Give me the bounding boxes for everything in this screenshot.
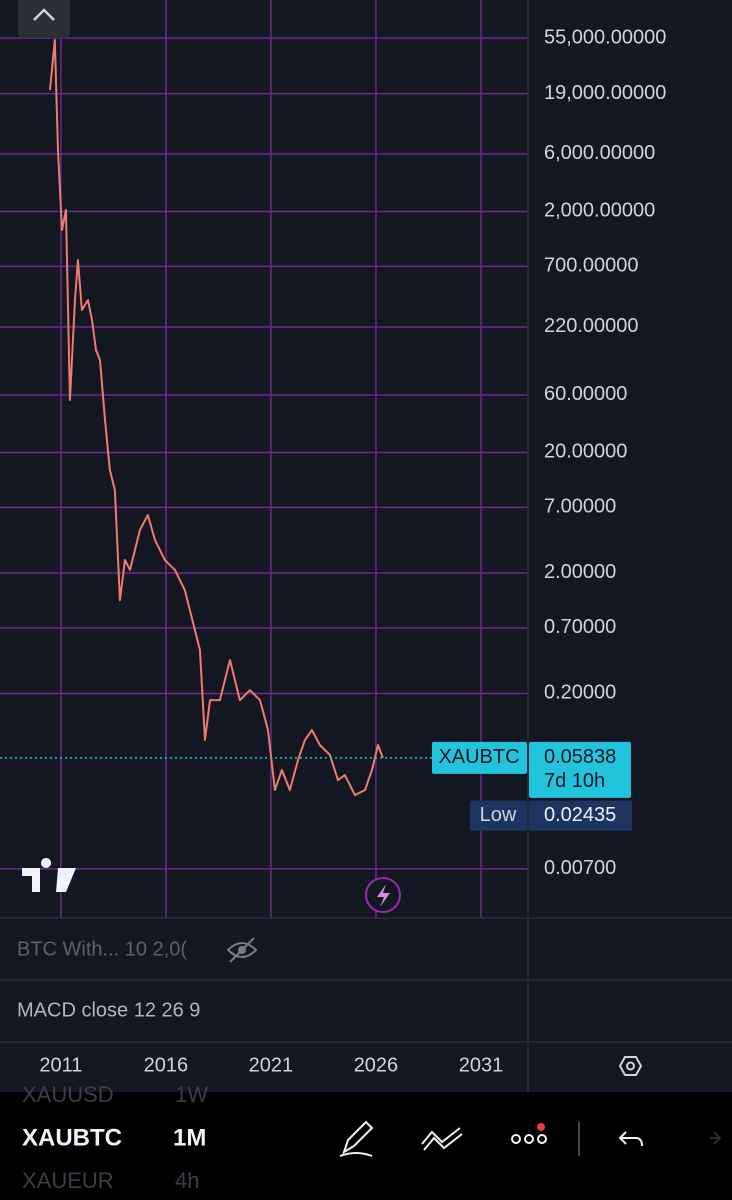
x-tick-label: 2026	[354, 1054, 399, 1076]
low-badge-label: Low	[480, 804, 517, 826]
y-tick-label: 2.00000	[544, 561, 616, 583]
logo-shape	[22, 858, 76, 892]
low-price-label: 0.02435	[544, 804, 616, 826]
last-price-badge	[529, 741, 631, 798]
y-tick-label: 0.00700	[544, 857, 616, 879]
button-bg[interactable]	[18, 0, 70, 38]
y-tick-label: 0.20000	[544, 682, 616, 704]
y-tick-label: 60.00000	[544, 383, 627, 405]
more-button[interactable]	[511, 1123, 547, 1144]
last-price-label: 0.05838	[544, 746, 616, 768]
chevron-up-icon	[33, 8, 55, 21]
dot[interactable]	[511, 1134, 521, 1144]
symbol-next[interactable]: XAUEUR	[22, 1168, 114, 1193]
hide-indicator-icon[interactable]	[226, 937, 258, 963]
interval-button[interactable]: 1M	[173, 1124, 206, 1151]
draw-tool-icon[interactable]	[339, 1120, 374, 1157]
x-tick-label: 2021	[249, 1054, 294, 1076]
low-price-badge	[529, 800, 632, 831]
settings-hole	[626, 1061, 635, 1071]
y-tick-label: 20.00000	[544, 441, 627, 463]
chart-background	[0, 0, 732, 1092]
lightning-button[interactable]	[365, 877, 401, 913]
tradingview-logo	[22, 858, 76, 892]
toolbar	[0, 1092, 732, 1200]
interval-next[interactable]: 4h	[175, 1168, 199, 1193]
indicator-label[interactable]: MACD close 12 26 9	[17, 999, 200, 1021]
settings-icon[interactable]	[618, 1056, 643, 1076]
low-badge	[470, 800, 527, 831]
settings-button[interactable]	[618, 1056, 643, 1076]
y-tick-label: 55,000.00000	[544, 26, 666, 48]
grid	[0, 0, 528, 918]
undo-icon[interactable]	[618, 1131, 643, 1147]
y-tick-label: 19,000.00000	[544, 82, 666, 104]
y-tick-label: 220.00000	[544, 315, 639, 337]
notification-dot	[537, 1123, 545, 1131]
lightning-icon	[377, 884, 390, 907]
y-tick-label: 7.00000	[544, 496, 616, 518]
y-tick-label: 2,000.00000	[544, 200, 655, 222]
symbol-badge	[432, 741, 527, 774]
symbol-badge-label: XAUBTC	[438, 746, 519, 768]
symbol-button[interactable]: XAUBTC	[22, 1124, 122, 1151]
interval-prev[interactable]: 1W	[175, 1082, 208, 1107]
x-tick-label: 2016	[144, 1054, 189, 1076]
countdown-label: 7d 10h	[544, 770, 605, 792]
y-tick-label: 0.70000	[544, 616, 616, 638]
y-tick-label: 700.00000	[544, 255, 639, 277]
x-tick-label: 2011	[39, 1054, 82, 1076]
indicator-label[interactable]: BTC With... 10 2,0(	[17, 938, 187, 960]
dot	[524, 1134, 534, 1144]
symbol-prev[interactable]: XAUUSD	[22, 1082, 114, 1107]
dot	[537, 1134, 547, 1144]
price-line	[48, 39, 384, 797]
redo-icon[interactable]	[710, 1131, 722, 1145]
eye-slash	[229, 937, 255, 963]
collapse-button[interactable]	[18, 0, 70, 38]
y-tick-label: 6,000.00000	[544, 142, 655, 164]
x-tick-label: 2031	[459, 1054, 504, 1076]
indicators-icon[interactable]	[421, 1127, 463, 1151]
